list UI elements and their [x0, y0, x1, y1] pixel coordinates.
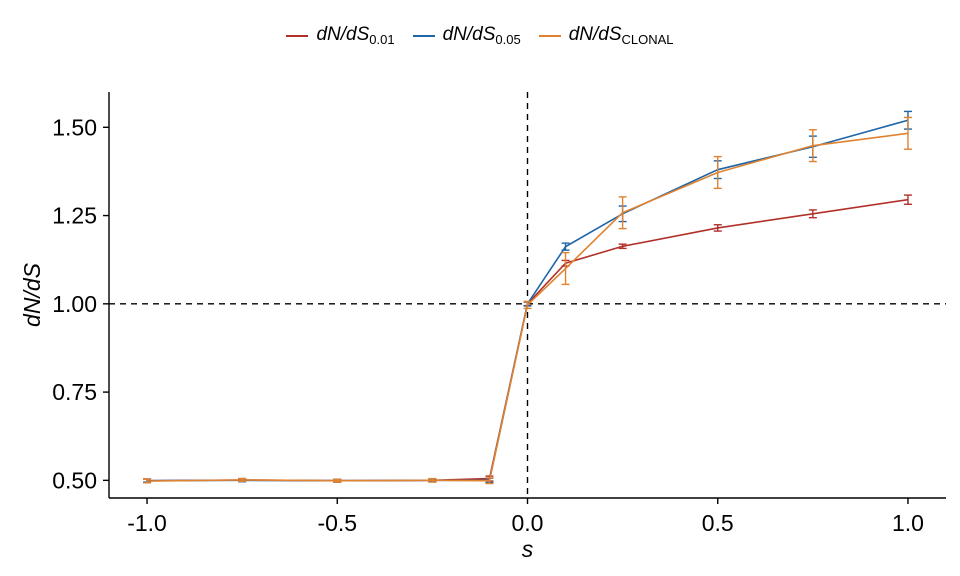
- legend-item-clonal: dN/dSCLONAL: [538, 24, 674, 47]
- y-tick-label: 1.50: [52, 114, 97, 140]
- legend-sub-001: 0.01: [369, 32, 395, 47]
- legend-label-005: dN/dS0.05: [443, 24, 521, 47]
- y-tick-label: 1.25: [52, 203, 97, 229]
- legend-label-001: dN/dS0.01: [316, 24, 394, 47]
- legend-sub-005: 0.05: [495, 32, 521, 47]
- x-axis-title: s: [522, 536, 534, 562]
- legend-text-005: dN/dS: [442, 24, 496, 45]
- legend-item-005: dN/dS0.05: [412, 24, 521, 47]
- legend-swatch-001: [286, 34, 309, 37]
- x-tick-label: 0.0: [512, 510, 544, 536]
- legend-text-clonal: dN/dS: [568, 24, 622, 45]
- legend-swatch-005: [412, 34, 435, 37]
- legend-text-001: dN/dS: [316, 24, 370, 45]
- x-tick-label: -0.5: [317, 510, 357, 536]
- y-tick-label: 1.00: [52, 291, 97, 317]
- x-tick-label: 0.5: [702, 510, 734, 536]
- legend-item-001: dN/dS0.01: [286, 24, 395, 47]
- legend-sub-clonal: CLONAL: [621, 32, 674, 47]
- legend-label-clonal: dN/dSCLONAL: [569, 24, 674, 47]
- y-tick-label: 0.75: [52, 379, 97, 405]
- legend: dN/dS0.01 dN/dS0.05 dN/dSCLONAL: [0, 24, 960, 47]
- y-axis-title: dN/dS: [19, 262, 45, 327]
- legend-swatch-clonal: [538, 34, 561, 37]
- x-tick-label: 1.0: [892, 510, 924, 536]
- x-tick-label: -1.0: [127, 510, 167, 536]
- y-tick-label: 0.50: [52, 467, 97, 493]
